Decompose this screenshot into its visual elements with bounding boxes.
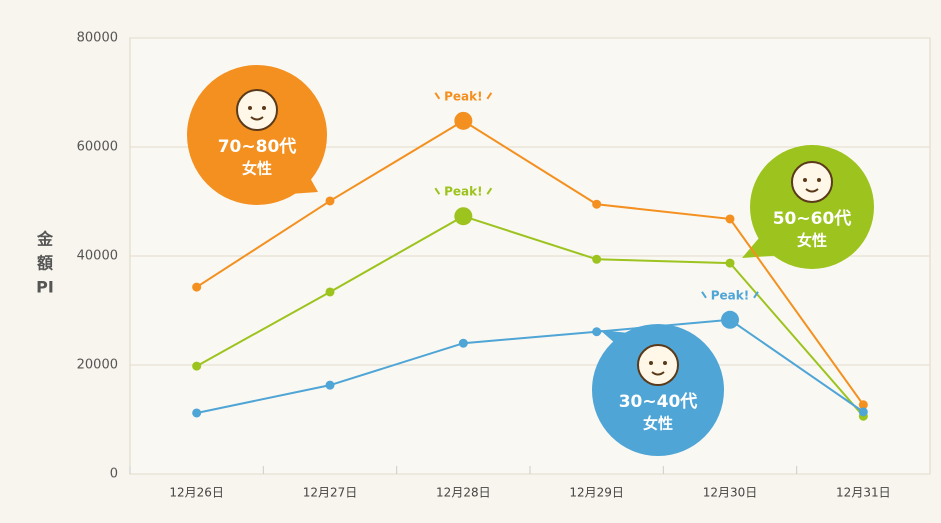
x-tick-label: 12月29日 [569, 486, 624, 500]
data-point [725, 214, 735, 224]
series-line [196, 215, 865, 417]
y-tick-label: 60000 [77, 140, 118, 155]
data-point [858, 407, 868, 417]
legend-sublabel: 女性 [797, 232, 827, 250]
data-point [592, 254, 602, 264]
data-point [325, 380, 335, 390]
y-tick-label: 80000 [77, 31, 118, 46]
bubble [750, 145, 874, 269]
data-point [192, 361, 202, 371]
series-line [196, 119, 865, 406]
mouth [651, 371, 665, 376]
face-icon [637, 344, 679, 386]
data-point [592, 199, 602, 209]
legend-label: 70~80代 [218, 136, 297, 157]
x-tick-label: 12月28日 [436, 486, 491, 500]
x-tick-label: 12月27日 [303, 486, 358, 500]
y-tick-label: 0 [110, 467, 118, 482]
series-line [196, 318, 864, 414]
data-point [192, 282, 202, 292]
peak-tick [434, 92, 441, 100]
legend-sublabel: 女性 [643, 415, 673, 433]
data-point [454, 111, 473, 130]
eye [817, 178, 821, 182]
peak-tick [434, 187, 441, 195]
data-point [721, 310, 739, 329]
y-tick-label: 20000 [77, 358, 118, 373]
x-tick-label: 12月30日 [703, 486, 758, 500]
peak-label: Peak! [444, 89, 482, 103]
legend-sublabel: 女性 [242, 160, 272, 178]
eye [262, 106, 266, 110]
data-point [858, 400, 868, 410]
x-tick-label: 12月26日 [169, 486, 224, 500]
legend-label: 50~60代 [773, 208, 852, 229]
data-point [325, 196, 335, 206]
y-tick-label: 40000 [77, 249, 118, 264]
y-axis-label: PI [36, 278, 54, 297]
peak-label: Peak! [444, 185, 482, 199]
eye [649, 361, 653, 365]
bubble [592, 324, 724, 456]
data-point [325, 287, 335, 297]
x-tick-label: 12月31日 [836, 486, 891, 500]
y-axis-label: 額 [36, 254, 53, 273]
data-point [454, 207, 473, 226]
legend-label: 30~40代 [619, 391, 698, 412]
peak-tick [486, 92, 493, 100]
peak-tick [753, 291, 759, 299]
data-point [725, 258, 735, 268]
data-point [592, 327, 602, 337]
peak-label: Peak! [711, 288, 749, 302]
data-point [192, 408, 202, 418]
peak-tick [486, 187, 493, 195]
y-axis-label: 金 [36, 230, 54, 249]
face-icon [236, 89, 278, 131]
mouth [805, 188, 819, 193]
eye [248, 106, 252, 110]
eye [803, 178, 807, 182]
peak-tick [701, 291, 707, 299]
eye [663, 361, 667, 365]
data-point [458, 338, 468, 348]
face-icon [791, 161, 833, 203]
mouth [250, 116, 264, 121]
bubble [187, 65, 327, 205]
